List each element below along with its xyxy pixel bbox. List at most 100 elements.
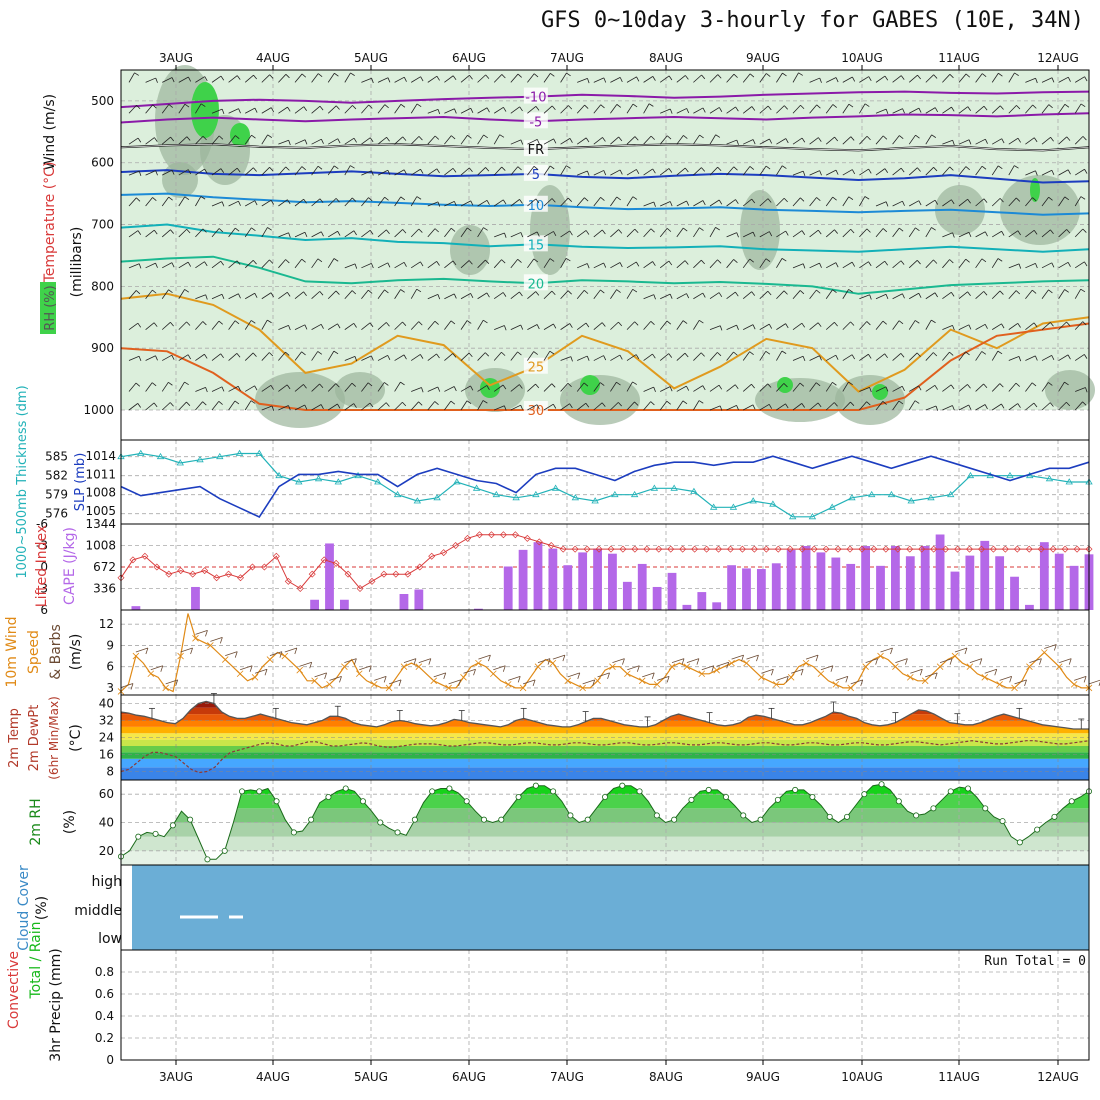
wind-barb-icon (742, 166, 751, 176)
wind-barb-icon (997, 165, 1003, 170)
wind-barb-icon (543, 198, 553, 207)
wind-barb-icon (958, 106, 969, 114)
wind-barb-icon (1018, 263, 1022, 269)
wind-barb-icon (195, 76, 205, 83)
cape-bar (727, 565, 736, 610)
wind-barb-icon (377, 289, 385, 299)
cape-bar (756, 569, 766, 610)
rh2m-label: 2m RH (28, 798, 44, 845)
wind-barb-icon (801, 322, 806, 328)
wind-barb-icon (519, 199, 523, 204)
wind-barb-icon (1035, 263, 1038, 269)
wind-barb-icon (155, 355, 158, 361)
wind-barb-icon (718, 384, 723, 390)
wind-barb-icon (603, 355, 607, 361)
wind-barb-icon (228, 227, 236, 238)
wind-barb-icon (335, 290, 340, 295)
cape-bar (652, 586, 662, 610)
wind-barb-icon (1068, 658, 1072, 665)
wind-barb-icon (792, 403, 803, 411)
wind-barb-icon (997, 350, 1003, 355)
thickness-point (690, 487, 698, 494)
wind-barb-icon (975, 323, 986, 330)
wind-barb-icon (501, 351, 506, 356)
wind-barb-icon (859, 321, 868, 330)
panel-frame (120, 949, 1090, 1061)
wind-barb-icon (221, 294, 225, 300)
wind-barb-icon (666, 400, 671, 405)
wind-barb-icon (833, 402, 838, 407)
rh-point (878, 781, 885, 788)
wind-barb-icon (835, 169, 839, 175)
wind-barb-icon (643, 76, 654, 83)
wind-barb-icon (901, 386, 905, 391)
wind-barb-icon (135, 290, 141, 295)
wind-barb-icon (643, 353, 653, 361)
wind-barb-icon (809, 197, 817, 207)
wind-barb-icon (278, 139, 289, 145)
wind-barb-icon (865, 658, 878, 664)
thickness-point (591, 497, 599, 504)
wind-barb-icon (377, 355, 388, 361)
wind-barb-icon (736, 232, 739, 238)
wind-barb-icon (186, 136, 191, 141)
wind-barb-icon (643, 386, 654, 392)
wind-barb-icon (975, 165, 983, 176)
rh-point (498, 816, 505, 823)
wind-barb-icon (253, 74, 257, 80)
wind-barb-icon (261, 107, 272, 114)
wind-speed-point (311, 677, 318, 685)
wind-barb-icon (634, 136, 639, 141)
wind-barb-icon (585, 230, 590, 235)
wind-barb-icon (1008, 105, 1017, 114)
wind-barb-icon (636, 665, 640, 672)
thickness-tick-label: 585 (45, 450, 68, 464)
thickness-point (314, 475, 323, 482)
wind-barb-icon (742, 351, 750, 361)
rh-point (913, 812, 920, 819)
wind-barb-icon (410, 354, 421, 361)
wind-barb-icon (327, 290, 337, 300)
wind-barb-icon (842, 103, 850, 114)
wind-barb-icon (220, 260, 225, 266)
wind-barb-icon (303, 291, 307, 297)
wind-barb-icon (320, 404, 324, 410)
wind-barb-icon (494, 325, 505, 331)
wind-barb-icon (535, 198, 540, 204)
wind-barb-icon (344, 382, 353, 392)
date-label-top: 4AUG (256, 51, 290, 65)
wind-barb-icon (288, 405, 291, 411)
wind-barb-icon (202, 135, 207, 141)
lifted-index-point (129, 556, 137, 564)
wind-barb-icon (187, 169, 192, 175)
wind-barb-icon (702, 385, 706, 391)
wind-barb-icon (600, 382, 605, 386)
rh-point (1068, 798, 1075, 805)
wind-barb-icon (892, 75, 902, 83)
lifted-index-point (715, 545, 723, 553)
wind-barb-icon (999, 198, 1004, 203)
cape-bar (1010, 576, 1019, 610)
wind-barb-icon (825, 229, 835, 238)
wind-barb-icon (444, 135, 452, 145)
wind-barb-icon (819, 170, 822, 176)
wind-barb-icon (152, 289, 157, 294)
temp-band (121, 726, 1089, 734)
wind-barb-icon (942, 199, 952, 207)
isotherm-label: 10 (528, 199, 545, 214)
wind10m-barbs-label: & Barbs (48, 624, 64, 680)
wind-barb-icon (517, 73, 522, 78)
temp-band (121, 733, 1089, 740)
wind-barb-icon (653, 294, 656, 300)
wind-barb-icon (251, 227, 256, 232)
wind-barb-icon (519, 291, 523, 297)
wind-barb-icon (597, 672, 610, 678)
cloud-fill (132, 865, 1089, 950)
wind-barb-icon (958, 198, 968, 207)
wind-barb-icon (168, 289, 173, 294)
wind-barb-icon (527, 324, 538, 330)
wind-barb-icon (510, 324, 521, 330)
wind-barb-icon (643, 103, 650, 114)
wind-barb-icon (270, 292, 274, 298)
wind-barb-icon (211, 320, 220, 330)
